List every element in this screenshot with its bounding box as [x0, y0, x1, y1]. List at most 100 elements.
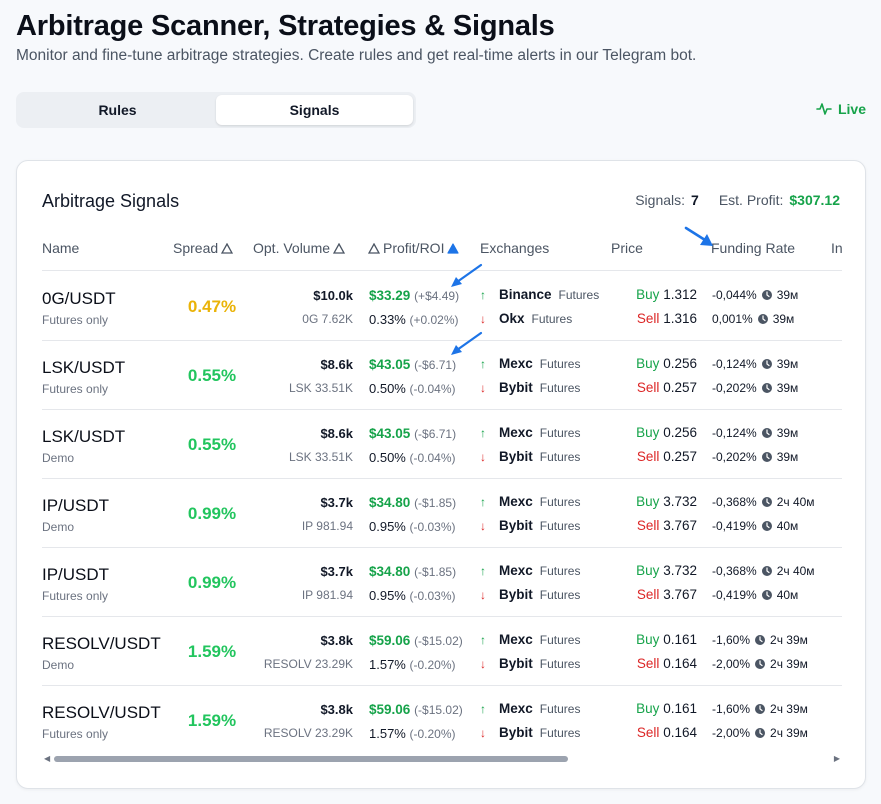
sell-exchange[interactable]: ↓ Bybit Futures [480, 380, 581, 395]
spread-value: 0.99% [187, 573, 237, 592]
table-row[interactable]: RESOLV/USDT Futures only 1.59% $3.8k RES… [42, 686, 842, 755]
table-row[interactable]: LSK/USDT Demo 0.55% $8.6k LSK 33.51K $43… [42, 410, 842, 479]
col-profit[interactable]: Profit/ROI [368, 240, 460, 256]
clock-icon [755, 728, 766, 738]
buy-exchange[interactable]: ↑ Mexc Futures [480, 563, 581, 578]
signals-card: Arbitrage Signals Signals: 7 Est. Profit… [16, 160, 866, 789]
clock-icon [761, 566, 772, 576]
pair-name[interactable]: IP/USDT [42, 565, 110, 584]
market-type: Futures [539, 563, 581, 578]
col-spread[interactable]: Spread [173, 240, 234, 256]
buy-exchange[interactable]: ↑ Mexc Futures [480, 494, 581, 509]
roi-value: 0.50% (-0.04%) [369, 381, 456, 396]
funding-rate-sell: 0,001% 39м [712, 312, 795, 326]
roi-delta: (-0.20%) [409, 727, 456, 741]
arrow-down-icon: ↓ [480, 311, 486, 326]
funding-rate-buy: -0,368% 2ч 40м [712, 564, 815, 578]
tab-signals[interactable]: Signals [216, 95, 413, 125]
arrow-down-icon: ↓ [480, 518, 486, 533]
sell-exchange[interactable]: ↓ Bybit Futures [480, 656, 581, 671]
arrow-up-icon: ↑ [480, 356, 486, 371]
sell-exchange[interactable]: ↓ Bybit Futures [480, 449, 581, 464]
funding-rate-buy: -0,124% 39м [712, 426, 799, 440]
pair-name[interactable]: LSK/USDT [42, 358, 126, 377]
arrow-up-icon: ↑ [480, 701, 486, 716]
page-title: Arbitrage Scanner, Strategies & Signals [16, 10, 555, 42]
arrow-down-icon: ↓ [480, 449, 486, 464]
profit-value: $59.06 (-$15.02) [369, 702, 463, 717]
volume-value: $3.8k [320, 633, 353, 648]
roi-delta: (-0.20%) [409, 658, 456, 672]
sort-triangle-icon [368, 242, 380, 254]
sell-exchange[interactable]: ↓ Okx Futures [480, 311, 573, 326]
scroll-left-icon[interactable]: ◀ [44, 754, 51, 763]
sell-exchange[interactable]: ↓ Bybit Futures [480, 518, 581, 533]
roi-value: 1.57% (-0.20%) [369, 726, 456, 741]
table-row[interactable]: RESOLV/USDT Demo 1.59% $3.8k RESOLV 23.2… [42, 617, 842, 686]
col-next: In [831, 240, 842, 256]
buy-exchange[interactable]: ↑ Mexc Futures [480, 356, 581, 371]
volume-value: $3.8k [320, 702, 353, 717]
funding-rate-buy: -1,60% 2ч 39м [712, 702, 808, 716]
pair-name[interactable]: RESOLV/USDT [42, 634, 161, 653]
table-row[interactable]: IP/USDT Futures only 0.99% $3.7k IP 981.… [42, 548, 842, 617]
live-indicator[interactable]: Live [816, 101, 866, 117]
buy-exchange[interactable]: ↑ Mexc Futures [480, 701, 581, 716]
buy-price: Buy 3.732 [636, 563, 697, 578]
table-row[interactable]: IP/USDT Demo 0.99% $3.7k IP 981.94 $34.8… [42, 479, 842, 548]
sell-exchange[interactable]: ↓ Bybit Futures [480, 587, 581, 602]
profit-delta: (-$15.02) [414, 703, 463, 717]
buy-price: Buy 1.312 [636, 287, 697, 302]
buy-exchange[interactable]: ↑ Mexc Futures [480, 632, 581, 647]
profit-value: $34.80 (-$1.85) [369, 564, 457, 579]
col-exchanges: Exchanges [480, 240, 550, 256]
roi-value: 0.50% (-0.04%) [369, 450, 456, 465]
market-type: Futures [539, 449, 581, 464]
volume-amount: LSK 33.51K [288, 450, 353, 464]
col-name[interactable]: Name [42, 240, 80, 256]
buy-exchange[interactable]: ↑ Binance Futures [480, 287, 600, 302]
horizontal-scrollbar[interactable]: ◀ ▶ [42, 753, 842, 765]
profit-value: $33.29 (+$4.49) [369, 288, 460, 303]
pair-name[interactable]: RESOLV/USDT [42, 703, 161, 722]
scroll-right-icon[interactable]: ▶ [833, 754, 840, 763]
volume-value: $3.7k [320, 564, 353, 579]
funding-rate-sell: -2,00% 2ч 39м [712, 657, 808, 671]
sell-price: Sell 1.316 [636, 311, 697, 326]
pair-type: Demo [42, 520, 75, 534]
market-type: Futures [539, 701, 581, 716]
clock-icon [761, 521, 772, 531]
market-type: Futures [539, 380, 581, 395]
sell-exchange[interactable]: ↓ Bybit Futures [480, 725, 581, 740]
pair-name[interactable]: LSK/USDT [42, 427, 126, 446]
pair-name[interactable]: IP/USDT [42, 496, 110, 515]
pair-type: Demo [42, 658, 75, 672]
card-title: Arbitrage Signals [42, 191, 180, 211]
volume-amount: LSK 33.51K [288, 381, 353, 395]
market-type: Futures [558, 287, 600, 302]
funding-rate-buy: -0,124% 39м [712, 357, 799, 371]
scroll-thumb[interactable] [54, 756, 568, 762]
funding-rate-buy: -0,368% 2ч 40м [712, 495, 815, 509]
market-type: Futures [531, 311, 573, 326]
signals-count: 7 [691, 192, 699, 208]
arrow-down-icon: ↓ [480, 725, 486, 740]
table-row[interactable]: LSK/USDT Futures only 0.55% $8.6k LSK 33… [42, 341, 842, 410]
pair-type: Futures only [42, 382, 109, 396]
pair-name[interactable]: 0G/USDT [42, 289, 116, 308]
col-volume[interactable]: Opt. Volume [253, 240, 346, 256]
market-type: Futures [539, 632, 581, 647]
pair-type: Futures only [42, 313, 109, 327]
profit-delta: (-$15.02) [414, 634, 463, 648]
spread-value: 0.47% [187, 297, 237, 316]
clock-icon [761, 359, 772, 369]
spread-value: 0.55% [187, 435, 237, 454]
buy-exchange[interactable]: ↑ Mexc Futures [480, 425, 581, 440]
tab-rules[interactable]: Rules [98, 102, 137, 118]
clock-icon [755, 704, 766, 714]
sell-price: Sell 3.767 [636, 518, 697, 533]
arrow-up-icon: ↑ [480, 494, 486, 509]
volume-value: $10.0k [313, 288, 353, 303]
pair-type: Demo [42, 451, 75, 465]
table-row[interactable]: 0G/USDT Futures only 0.47% $10.0k 0G 7.6… [42, 272, 842, 341]
